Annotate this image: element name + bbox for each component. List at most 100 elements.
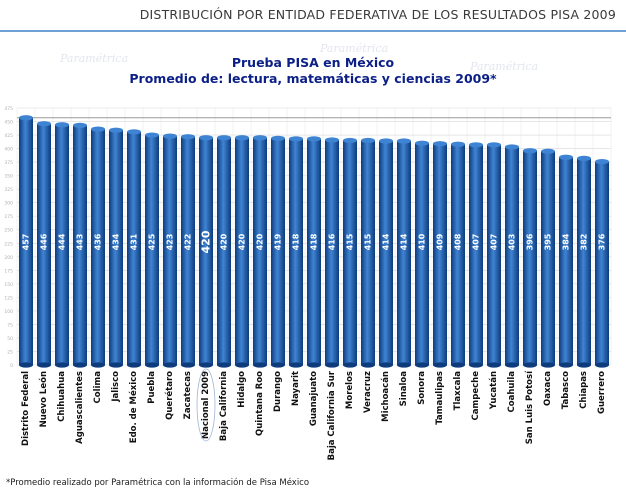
bar-group: [162, 133, 178, 368]
bar-group: [468, 142, 484, 368]
y-tick-label: 350: [4, 174, 13, 180]
bar-cap: [180, 134, 196, 140]
bar-cap: [108, 127, 124, 133]
bar-cap: [558, 154, 574, 160]
bar: [54, 124, 70, 365]
bar-cap: [594, 158, 610, 165]
bar-group: [378, 138, 394, 368]
data-label: 436: [94, 233, 103, 250]
x-tick-label: Guanajuato: [309, 371, 319, 426]
bar: [90, 129, 106, 365]
bar-base: [90, 362, 106, 368]
data-label: 422: [184, 234, 193, 251]
bar: [486, 144, 502, 365]
y-tick-label: 175: [4, 268, 13, 274]
bar-group: [558, 154, 574, 368]
bar: [414, 143, 430, 365]
x-tick-label: Morelos: [345, 371, 355, 409]
bar-base: [504, 362, 520, 368]
data-label: 376: [598, 233, 607, 250]
bar-base: [162, 362, 178, 368]
bar-base: [486, 362, 502, 368]
bar-base: [414, 362, 430, 368]
bar-base: [18, 362, 34, 368]
bar: [432, 143, 448, 365]
data-label: 423: [166, 234, 175, 251]
bar-base: [270, 362, 286, 368]
bar-group: [270, 135, 286, 368]
bar: [216, 137, 232, 365]
bar-group: [450, 141, 466, 368]
x-tick-label: Colima: [93, 371, 103, 404]
bar-base: [252, 362, 268, 368]
bar-group: [90, 126, 106, 368]
x-tick-label: Edo. de México: [128, 371, 139, 443]
bar-group: [504, 144, 520, 368]
bar-group: [72, 122, 88, 368]
page-header-title: DISTRIBUCIÓN POR ENTIDAD FEDERATIVA DE L…: [139, 7, 616, 22]
bar-base: [288, 362, 304, 368]
bar-group: [576, 155, 592, 368]
bar: [342, 140, 358, 365]
data-label: 403: [508, 234, 517, 251]
bar-cap: [324, 137, 340, 143]
bar-cap: [306, 136, 322, 142]
bar-cap: [90, 126, 106, 132]
bar-cap: [504, 144, 520, 150]
y-tick-label: 375: [4, 160, 13, 166]
y-tick-label: 150: [4, 282, 13, 288]
data-label: 410: [418, 233, 427, 250]
x-tick-label: Baja California Sur: [327, 370, 337, 460]
bar-group: [594, 158, 610, 368]
x-tick-label: Quintana Roo: [255, 371, 265, 436]
data-label: 395: [544, 233, 553, 250]
bar-cap: [252, 135, 268, 141]
x-tick-label: Querétaro: [164, 371, 175, 420]
bar-base: [450, 362, 466, 368]
data-label: 420: [220, 233, 229, 250]
page-header: DISTRIBUCIÓN POR ENTIDAD FEDERATIVA DE L…: [0, 0, 626, 34]
bar-cap: [432, 141, 448, 147]
header-rule: [0, 30, 626, 32]
data-label: 416: [328, 233, 337, 250]
data-label: 446: [40, 233, 49, 250]
chart-subtitle: Promedio de: lectura, matemáticas y cien…: [129, 71, 497, 86]
bar-cap: [450, 141, 466, 147]
bar-cap: [576, 155, 592, 161]
bar: [252, 137, 268, 365]
bar-group: [144, 132, 160, 368]
x-tick-label: Oaxaca: [543, 371, 553, 406]
bar: [234, 137, 250, 365]
x-tick-label: Nuevo León: [38, 371, 49, 427]
y-tick-label: 0: [10, 363, 13, 369]
x-tick-label: Durango: [273, 371, 283, 412]
x-tick-label: Coahuila: [507, 371, 517, 413]
bar-base: [54, 362, 70, 368]
bar-group: [198, 135, 214, 368]
bar-base: [432, 362, 448, 368]
bar-base: [558, 362, 574, 368]
bar-cap: [126, 129, 142, 135]
chart-title: Prueba PISA en México: [231, 55, 395, 70]
bar-group: [540, 148, 556, 368]
bar-cap: [162, 133, 178, 139]
x-tick-label: Puebla: [147, 371, 157, 404]
bar-base: [360, 362, 376, 368]
data-label: 420: [238, 233, 247, 250]
y-tick-label: 25: [7, 349, 13, 355]
bar: [198, 137, 214, 365]
x-tick-label: Veracruz: [363, 371, 373, 413]
data-label: 414: [400, 233, 409, 250]
data-label: 443: [76, 234, 85, 251]
bar-cap: [144, 132, 160, 138]
x-tick-label: Hidalgo: [237, 371, 247, 408]
bar: [558, 157, 574, 365]
data-label: 425: [148, 233, 157, 250]
bar-base: [594, 362, 610, 368]
data-label: 407: [472, 234, 481, 251]
bar: [450, 144, 466, 365]
x-tick-label: Yucatán: [489, 371, 499, 410]
bar-group: [180, 134, 196, 368]
y-tick-label: 125: [4, 295, 13, 301]
watermark-text: Paramétrica: [320, 42, 389, 55]
